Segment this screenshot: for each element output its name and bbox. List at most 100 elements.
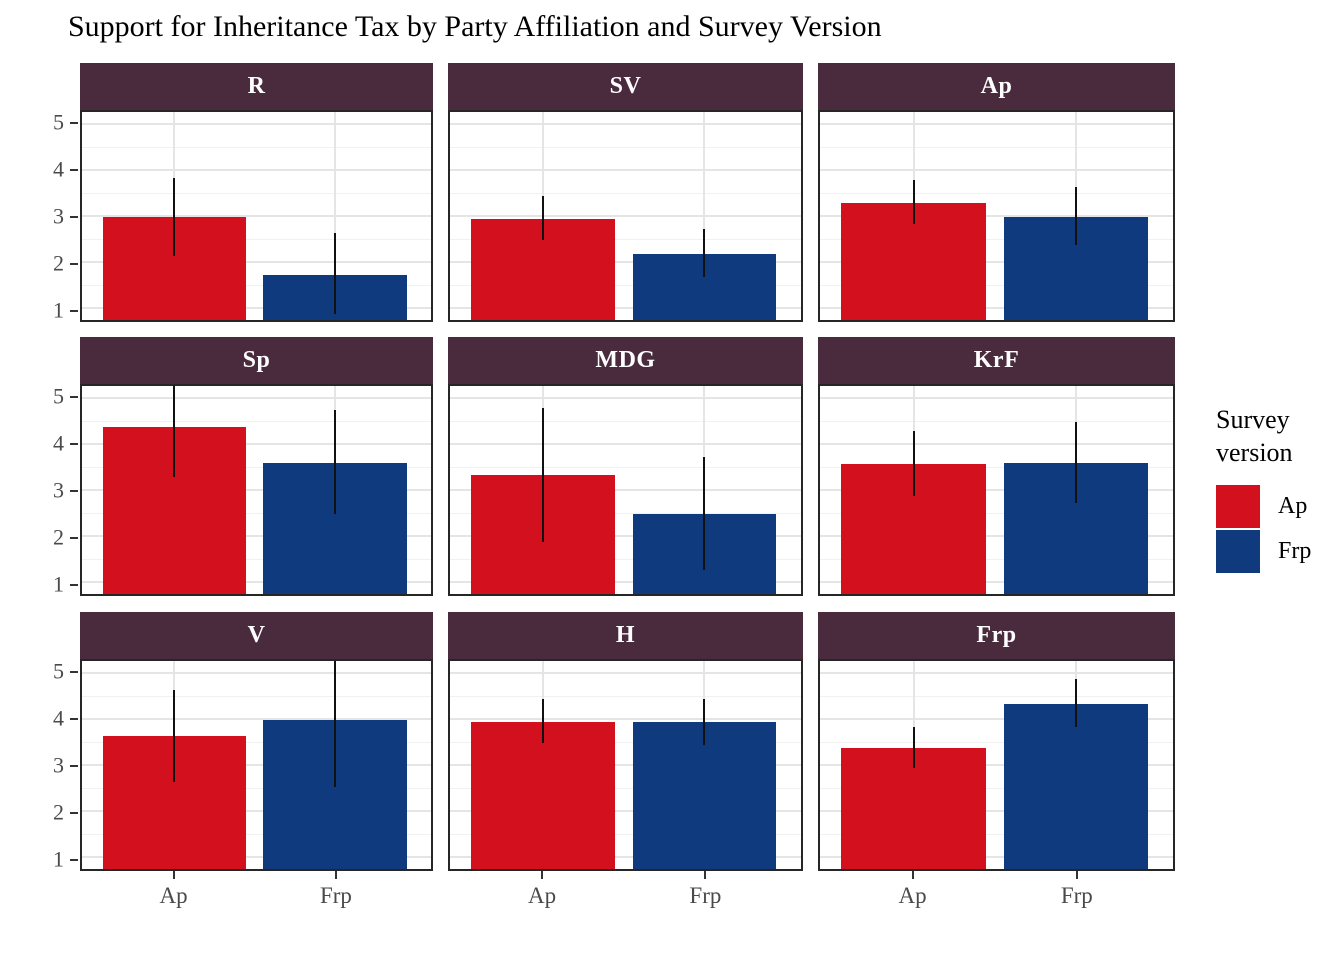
major-gridline: [450, 671, 801, 674]
major-gridline: [450, 307, 801, 310]
facet-strip: SV: [448, 63, 803, 110]
facet-strip: H: [448, 612, 803, 659]
major-gridline: [450, 764, 801, 767]
error-bar-ap: [912, 180, 915, 225]
facet-strip: Ap: [818, 63, 1175, 110]
major-gridline: [820, 443, 1173, 446]
major-gridline: [450, 581, 801, 584]
minor-gridline: [450, 742, 801, 744]
y-tick-label: 5: [53, 383, 64, 409]
y-axis-tick: [70, 263, 78, 266]
y-tick-label: 3: [53, 203, 64, 229]
error-bar-ap: [173, 386, 176, 478]
error-bar-frp: [703, 699, 706, 746]
minor-gridline: [450, 146, 801, 148]
minor-gridline: [82, 239, 431, 241]
y-axis-tick: [70, 490, 78, 493]
legend-item-frp: Frp: [1216, 530, 1311, 573]
major-gridline: [82, 261, 431, 264]
minor-gridline: [82, 559, 431, 561]
y-tick-label: 1: [53, 297, 64, 323]
facet-label: KrF: [973, 347, 1020, 373]
facet-panel: [80, 659, 433, 871]
major-gridline: [82, 718, 431, 721]
facet-strip: V: [80, 612, 433, 659]
error-bar-frp: [1074, 421, 1077, 503]
major-gridline: [450, 856, 801, 859]
major-gridline: [450, 489, 801, 492]
major-gridline: [450, 396, 801, 399]
y-tick-label: 5: [53, 658, 64, 684]
legend-key-ap: [1216, 485, 1260, 528]
minor-gridline: [82, 285, 431, 287]
x-axis-tick: [334, 871, 337, 879]
minor-gridline: [82, 146, 431, 148]
minor-gridline: [820, 285, 1173, 287]
major-gridline: [820, 215, 1173, 218]
y-axis-tick: [70, 671, 78, 674]
legend-label: Ap: [1278, 493, 1308, 519]
x-tick-label: Frp: [319, 883, 352, 908]
y-tick-label: 3: [53, 477, 64, 503]
minor-gridline: [820, 695, 1173, 697]
major-gridline: [820, 535, 1173, 538]
legend: Survey version Ap Frp: [1216, 404, 1311, 575]
legend-label: Frp: [1278, 538, 1312, 564]
y-tick-label: 4: [53, 156, 64, 182]
x-axis-tick: [911, 871, 914, 879]
x-axis-tick: [541, 871, 544, 879]
major-gridline: [820, 122, 1173, 125]
facet-panel: [80, 384, 433, 596]
major-gridline: [82, 581, 431, 584]
error-bar-frp: [703, 456, 706, 570]
facet-panel: [448, 659, 803, 871]
error-bar-ap: [542, 408, 544, 542]
x-axis-tick: [704, 871, 707, 879]
facet-label: R: [247, 73, 266, 99]
legend-title-line-2: version: [1216, 437, 1293, 467]
minor-gridline: [450, 559, 801, 561]
minor-gridline: [450, 193, 801, 195]
major-gridline: [82, 169, 431, 172]
minor-gridline: [820, 559, 1173, 561]
y-tick-label: 3: [53, 752, 64, 778]
major-gridline: [450, 443, 801, 446]
minor-gridline: [82, 742, 431, 744]
error-bar-frp: [334, 410, 337, 515]
y-tick-label: 4: [53, 430, 64, 456]
major-gridline: [820, 764, 1173, 767]
major-gridline: [820, 261, 1173, 264]
x-tick-label: Ap: [898, 883, 927, 908]
minor-gridline: [450, 420, 801, 422]
facet-panel: [818, 384, 1175, 596]
error-bar-ap: [542, 699, 544, 744]
facet-panel: [448, 110, 803, 322]
bar-frp: [632, 722, 777, 869]
y-axis-tick: [70, 812, 78, 815]
error-bar-frp: [703, 228, 706, 278]
bar-frp: [1003, 703, 1149, 869]
y-axis-tick: [70, 443, 78, 446]
major-gridline: [450, 718, 801, 721]
minor-gridline: [820, 742, 1173, 744]
y-axis-tick: [70, 122, 78, 125]
major-gridline: [82, 489, 431, 492]
x-tick-label: Ap: [528, 883, 557, 908]
minor-gridline: [820, 193, 1173, 195]
facet-strip: R: [80, 63, 433, 110]
minor-gridline: [82, 834, 431, 836]
legend-title: Survey version: [1216, 404, 1311, 469]
y-axis-tick: [70, 396, 78, 399]
major-gridline: [820, 718, 1173, 721]
y-axis-tick: [70, 718, 78, 721]
legend-title-line-1: Survey: [1216, 405, 1290, 434]
major-gridline: [820, 671, 1173, 674]
minor-gridline: [82, 193, 431, 195]
facet-panel: [818, 659, 1175, 871]
major-gridline: [82, 443, 431, 446]
major-gridline: [820, 810, 1173, 813]
minor-gridline: [450, 695, 801, 697]
error-bar-frp: [1074, 678, 1077, 727]
vertical-gridline: [703, 112, 706, 320]
minor-gridline: [82, 513, 431, 515]
